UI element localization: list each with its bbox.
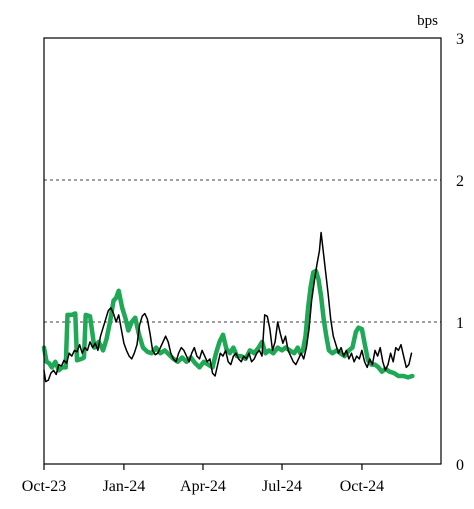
series-lines [41, 231, 415, 383]
y-tick-label: 0 [456, 457, 464, 474]
y-tick-label: 1 [456, 315, 464, 332]
y-axis-unit-label: bps [417, 13, 438, 29]
y-tick-label: 2 [456, 173, 464, 190]
x-tick-label: Oct-24 [340, 478, 384, 495]
y-axis-ticks: 0 1 2 3 [456, 31, 464, 474]
gridlines [44, 179, 441, 323]
x-tick-label: Apr-24 [180, 478, 226, 495]
series-line-black [43, 231, 413, 383]
y-tick-label: 3 [456, 31, 464, 48]
x-tick-label: Jul-24 [262, 478, 302, 495]
x-axis-ticks: Oct-23 Jan-24 Apr-24 Jul-24 Oct-24 [22, 464, 384, 495]
x-tick-label: Oct-23 [22, 478, 66, 495]
plot-frame [43, 37, 442, 465]
x-tick-label: Jan-24 [103, 478, 146, 495]
